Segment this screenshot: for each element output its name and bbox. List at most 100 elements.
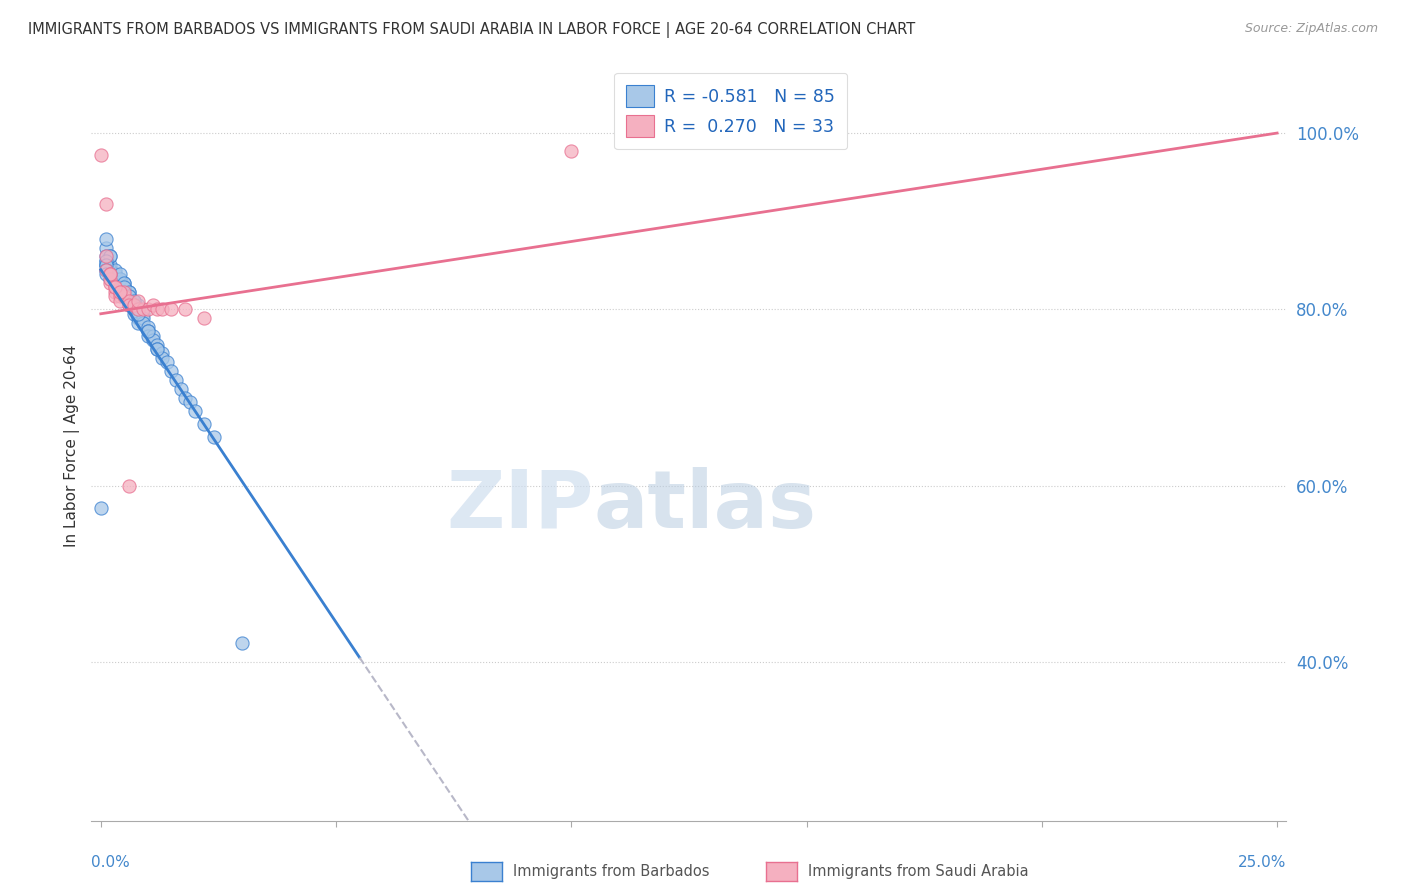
Legend: R = -0.581   N = 85, R =  0.270   N = 33: R = -0.581 N = 85, R = 0.270 N = 33 [614, 72, 848, 149]
Point [136, 302, 159, 317]
Point [98, 267, 121, 281]
Point [122, 298, 145, 312]
Point [94, 267, 117, 281]
Point [150, 351, 173, 365]
Point [118, 298, 141, 312]
Point [94, 253, 117, 268]
Point [165, 373, 187, 387]
Point [94, 250, 117, 264]
Point [118, 285, 141, 299]
Point [127, 307, 149, 321]
Text: ZIP: ZIP [446, 467, 593, 545]
Point [108, 293, 131, 308]
Point [127, 302, 149, 317]
Point [142, 298, 165, 312]
Point [136, 325, 159, 339]
Point [94, 262, 117, 277]
Text: 25.0%: 25.0% [1239, 855, 1286, 870]
Y-axis label: In Labor Force | Age 20-64: In Labor Force | Age 20-64 [65, 345, 80, 547]
Point [132, 307, 155, 321]
Point [94, 262, 117, 277]
Point [146, 342, 169, 356]
Point [98, 267, 121, 281]
Point [112, 280, 135, 294]
Point [160, 364, 183, 378]
Point [127, 307, 149, 321]
Point [174, 391, 197, 405]
Point [94, 258, 117, 272]
Point [202, 430, 225, 444]
Point [108, 271, 131, 285]
Point [142, 333, 165, 347]
Point [118, 289, 141, 303]
Point [132, 316, 155, 330]
Point [108, 280, 131, 294]
Point [160, 302, 183, 317]
Point [104, 276, 127, 290]
Point [142, 328, 165, 343]
Point [231, 635, 253, 649]
Point [127, 298, 149, 312]
Point [122, 307, 145, 321]
Point [98, 262, 121, 277]
Point [104, 267, 127, 281]
Point [104, 262, 127, 277]
Point [122, 302, 145, 317]
Point [150, 346, 173, 360]
Point [127, 316, 149, 330]
Point [174, 302, 197, 317]
Point [193, 311, 215, 326]
Point [108, 285, 131, 299]
Point [118, 478, 141, 492]
Text: 0.0%: 0.0% [91, 855, 131, 870]
Point [560, 144, 582, 158]
Point [127, 311, 149, 326]
Point [98, 267, 121, 281]
Point [112, 289, 135, 303]
Point [118, 293, 141, 308]
Point [94, 253, 117, 268]
Point [94, 196, 117, 211]
Point [98, 250, 121, 264]
Point [98, 267, 121, 281]
Point [118, 293, 141, 308]
Point [118, 289, 141, 303]
Point [118, 289, 141, 303]
Point [170, 382, 193, 396]
Text: Immigrants from Barbados: Immigrants from Barbados [513, 864, 710, 879]
Point [136, 325, 159, 339]
Point [127, 302, 149, 317]
Text: Immigrants from Saudi Arabia: Immigrants from Saudi Arabia [808, 864, 1029, 879]
Point [98, 271, 121, 285]
Point [104, 285, 127, 299]
Point [112, 285, 135, 299]
Point [94, 250, 117, 264]
Point [104, 267, 127, 281]
Point [104, 267, 127, 281]
Point [104, 271, 127, 285]
Point [179, 395, 201, 409]
Point [104, 280, 127, 294]
Point [108, 289, 131, 303]
Point [132, 311, 155, 326]
Point [150, 302, 173, 317]
Point [122, 298, 145, 312]
Point [108, 267, 131, 281]
Point [122, 293, 145, 308]
Point [193, 417, 215, 431]
Point [112, 289, 135, 303]
Point [94, 262, 117, 277]
Point [98, 262, 121, 277]
Point [127, 302, 149, 317]
Point [104, 289, 127, 303]
Point [112, 285, 135, 299]
Point [118, 298, 141, 312]
Point [108, 271, 131, 285]
Text: Source: ZipAtlas.com: Source: ZipAtlas.com [1244, 22, 1378, 36]
Point [98, 271, 121, 285]
Point [108, 276, 131, 290]
Point [112, 276, 135, 290]
Point [90, 500, 112, 515]
Point [112, 276, 135, 290]
Point [136, 320, 159, 334]
